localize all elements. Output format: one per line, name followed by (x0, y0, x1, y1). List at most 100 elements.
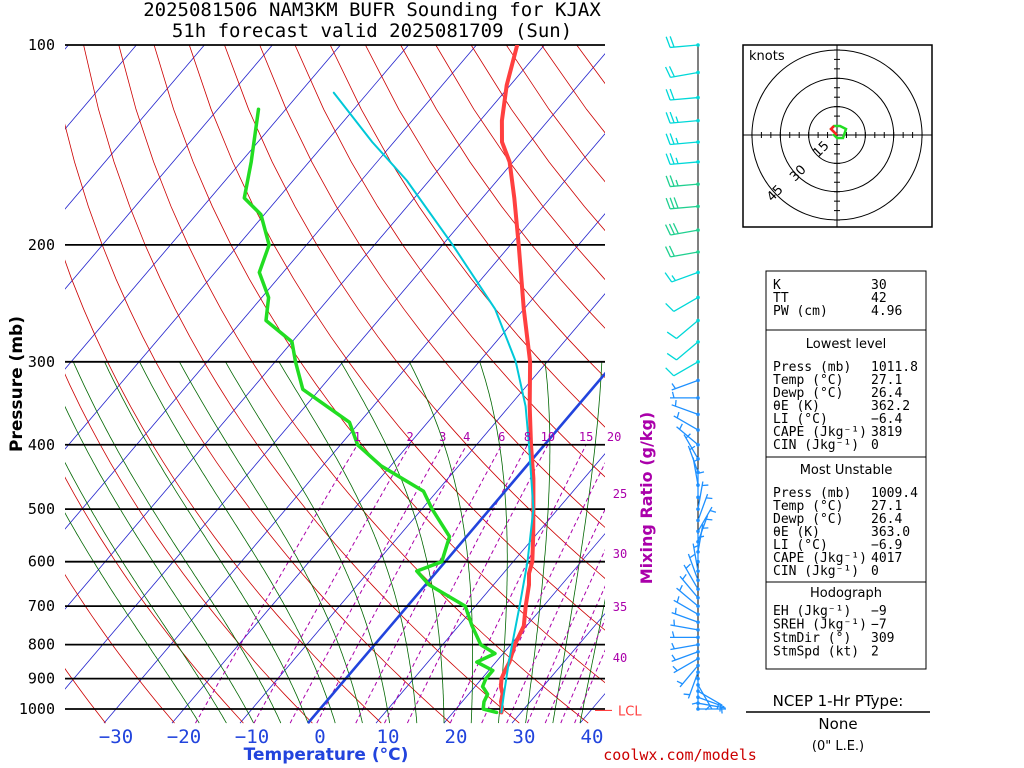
isotherm-line (103, 133, 605, 724)
wind-barb-shaft (673, 415, 699, 431)
wind-barb-dot (696, 360, 700, 364)
index-row-value: 42 (871, 291, 887, 306)
wind-barb-dot (696, 612, 700, 617)
wind-barb-shaft (671, 404, 699, 415)
wind-barb-flag (665, 112, 671, 124)
isotherm-line (65, 45, 477, 530)
moist-adiabat-line (65, 512, 200, 724)
wind-barb-shaft (670, 120, 699, 124)
wind-barb-half-flag (671, 391, 675, 399)
temperature-profile (498, 45, 536, 715)
wind-barb (691, 676, 700, 707)
most-unstable-row-label: Temp (°C) (773, 499, 843, 514)
skewt-background-lines (65, 45, 605, 724)
lowest-level-row-label: θE (K) (773, 399, 820, 414)
wind-barb-dot (696, 396, 700, 400)
wind-barb-flag (673, 197, 679, 209)
wind-barb-flag (665, 133, 671, 145)
ptype-title: NCEP 1-Hr PType: (773, 692, 904, 710)
mixing-ratio-label: 6 (498, 430, 505, 444)
wind-barb-flag (668, 66, 675, 77)
hodograph-box-row-value: −9 (871, 604, 887, 619)
mixing-ratio-label: 1 (354, 430, 361, 444)
ptype-panel: NCEP 1-Hr PType: None (0" L.E.) (746, 692, 930, 754)
wind-barb-half-flag (716, 702, 720, 710)
wind-barb (664, 66, 700, 78)
mixing-ratio-line (449, 444, 587, 724)
pressure-tick-label: 800 (28, 636, 55, 654)
wind-barb-dot (696, 635, 700, 640)
hodograph-box-row-label: EH (Jkg⁻¹) (773, 604, 851, 619)
site-credit: coolwx.com/models (603, 746, 757, 764)
wind-barb-shaft (697, 696, 725, 708)
mixing-ratio-line (195, 444, 358, 724)
wind-barb-flag (669, 197, 675, 209)
pressure-tick-label: 300 (28, 353, 55, 371)
wind-barb (664, 245, 700, 258)
dry-adiabat-line (329, 45, 605, 428)
isotherm-line (443, 533, 605, 724)
wind-barb (696, 506, 717, 534)
most-unstable-row-label: CAPE (Jkg⁻¹) (773, 551, 867, 566)
moist-adiabat-line (179, 361, 363, 724)
wind-barb-half-flag (706, 497, 713, 500)
isotherm-line (171, 213, 605, 724)
hodograph-box-row-value: 2 (871, 645, 879, 660)
wind-barb (670, 391, 700, 400)
chart-title: 2025081506 NAM3KM BUFR Sounding for KJAX (143, 0, 601, 21)
hodograph-box-row-value: −7 (871, 618, 887, 633)
wind-barb-dot (696, 550, 700, 554)
wind-barb-shaft (697, 506, 713, 532)
mixing-ratio-title: Mixing Ratio (g/kg) (637, 412, 656, 584)
wind-barb-shaft (676, 426, 699, 446)
lowest-level-row-label: Press (mb) (773, 360, 851, 375)
wind-barb-flag (665, 367, 675, 377)
wind-barb-half-flag (705, 705, 711, 711)
moist-adiabat-line (72, 361, 282, 724)
wind-barb (665, 133, 700, 146)
isotherm-line (65, 45, 409, 450)
wind-barb (673, 411, 700, 432)
wind-barb-flag (669, 88, 675, 100)
temperature-tick-label: −10 (235, 726, 269, 748)
chart-subtitle: 51h forecast valid 2025081709 (Sun) (172, 20, 572, 42)
most-unstable-title: Most Unstable (800, 463, 893, 478)
wind-barb-dot (696, 412, 700, 417)
wind-barb-flag (669, 153, 675, 165)
isotherm-line (65, 45, 341, 370)
pressure-tick-label: 400 (28, 436, 55, 454)
wind-barb-dot (696, 518, 700, 523)
wind-barb-half-flag (671, 654, 676, 661)
wind-barb-shaft (670, 624, 699, 631)
lowest-level-row-value: 1011.8 (871, 360, 918, 375)
wind-barb-dot (696, 442, 700, 447)
wind-barb (671, 649, 700, 662)
lowest-level-row-value: −6.4 (871, 412, 902, 427)
lowest-level-row-value: 27.1 (871, 373, 902, 388)
wind-barb-half-flag (719, 705, 722, 712)
wind-barb-dot (696, 587, 700, 591)
moist-adiabat-line (104, 361, 309, 724)
wind-barb-half-flag (671, 383, 676, 389)
hodograph-units: knots (749, 49, 785, 64)
pressure-tick-label: 600 (28, 553, 55, 571)
lowest-level-row-label: CIN (Jkg⁻¹) (773, 438, 859, 453)
dry-adiabat-line (224, 45, 605, 579)
wind-barb (665, 175, 700, 188)
wind-barb-dot (696, 340, 700, 344)
wind-barb (672, 656, 700, 674)
wind-barb-shaft (670, 96, 699, 101)
wind-barb-half-flag (689, 553, 696, 559)
wind-barb (665, 153, 700, 166)
dry-adiabat-line (294, 45, 605, 478)
wind-barb-dot (696, 140, 700, 144)
isotherm-line (65, 53, 605, 690)
most-unstable-row-value: −6.9 (871, 538, 902, 553)
moist-adiabat-line (278, 361, 418, 724)
wind-barb-flag (669, 175, 675, 187)
wind-barb-flag (666, 352, 677, 361)
wind-barb-dot (696, 118, 700, 123)
wind-barb-dot (696, 318, 700, 323)
wind-barb-dot (696, 595, 700, 600)
